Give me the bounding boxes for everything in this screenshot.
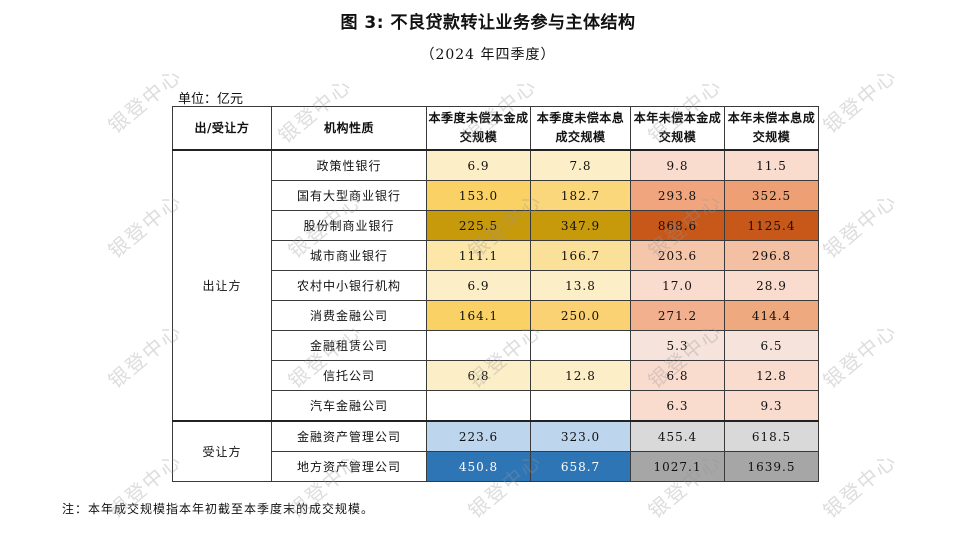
- header-year-principal: 本年未偿本金成交规模: [630, 106, 725, 151]
- institution-name-cell: 金融租赁公司: [271, 330, 427, 361]
- value-cell: 164.1: [426, 300, 531, 331]
- value-cell: 658.7: [530, 451, 631, 482]
- value-cell: 250.0: [530, 300, 631, 331]
- table-row: 股份制商业银行 225.5 347.9 868.6 1125.4: [173, 210, 819, 241]
- value-cell: 6.8: [426, 360, 531, 391]
- table-row: 地方资产管理公司 450.8 658.7 1027.1 1639.5: [173, 451, 819, 482]
- value-cell: 450.8: [426, 451, 531, 482]
- value-cell: 296.8: [724, 240, 819, 271]
- value-cell: 271.2: [630, 300, 725, 331]
- table-row: 金融租赁公司 5.3 6.5: [173, 330, 819, 361]
- value-cell: 1125.4: [724, 210, 819, 241]
- header-party: 出/受让方: [172, 106, 272, 151]
- institution-name-cell: 金融资产管理公司: [271, 420, 427, 452]
- figure-subtitle: （2024 年四季度）: [420, 47, 556, 63]
- value-cell: 1639.5: [724, 451, 819, 482]
- table-row: 国有大型商业银行 153.0 182.7 293.8 352.5: [173, 180, 819, 211]
- value-cell: 225.5: [426, 210, 531, 241]
- institution-name-cell: 农村中小银行机构: [271, 270, 427, 301]
- value-cell: [426, 390, 531, 422]
- value-cell: 28.9: [724, 270, 819, 301]
- watermark-text: 银登中心: [818, 63, 902, 139]
- figure-title: 图 3: 不良贷款转让业务参与主体结构: [340, 13, 636, 33]
- value-cell: 166.7: [530, 240, 631, 271]
- value-cell: [530, 330, 631, 361]
- value-cell: [530, 390, 631, 422]
- institution-name-cell: 城市商业银行: [271, 240, 427, 271]
- watermark-text: 银登中心: [818, 448, 902, 524]
- value-cell: 5.3: [630, 330, 725, 361]
- watermark-text: 银登中心: [818, 318, 902, 394]
- header-institution-type: 机构性质: [271, 106, 427, 151]
- value-cell: 414.4: [724, 300, 819, 331]
- value-cell: 9.3: [724, 390, 819, 422]
- institution-name-cell: 政策性银行: [271, 149, 427, 181]
- value-cell: 111.1: [426, 240, 531, 271]
- value-cell: 203.6: [630, 240, 725, 271]
- value-cell: 182.7: [530, 180, 631, 211]
- institution-name-cell: 地方资产管理公司: [271, 451, 427, 482]
- table-row: 城市商业银行 111.1 166.7 203.6 296.8: [173, 240, 819, 271]
- institution-name-cell: 汽车金融公司: [271, 390, 427, 422]
- value-cell: 9.8: [630, 149, 725, 181]
- footnote: 注：本年成交规模指本年初截至本季度末的成交规模。: [62, 502, 375, 516]
- institution-name-cell: 信托公司: [271, 360, 427, 391]
- value-cell: 6.8: [630, 360, 725, 391]
- value-cell: 223.6: [426, 420, 531, 452]
- value-cell: 868.6: [630, 210, 725, 241]
- table-row: 信托公司 6.8 12.8 6.8 12.8: [173, 360, 819, 391]
- value-cell: 6.9: [426, 149, 531, 181]
- institution-name-cell: 股份制商业银行: [271, 210, 427, 241]
- header-year-principal-interest: 本年未偿本息成交规模: [724, 106, 819, 151]
- table-row: 受让方 金融资产管理公司 223.6 323.0 455.4 618.5: [172, 420, 819, 482]
- value-cell: 455.4: [630, 420, 725, 452]
- table-row: 汽车金融公司 6.3 9.3: [173, 390, 819, 422]
- unit-label: 单位：亿元: [178, 92, 244, 107]
- value-cell: 6.5: [724, 330, 819, 361]
- institution-name-cell: 国有大型商业银行: [271, 180, 427, 211]
- table-row: 农村中小银行机构 6.9 13.8 17.0 28.9: [173, 270, 819, 301]
- value-cell: 6.3: [630, 390, 725, 422]
- institution-name-cell: 消费金融公司: [271, 300, 427, 331]
- header-quarter-principal: 本季度未偿本金成交规模: [426, 106, 531, 151]
- table-row: 出让方 政策性银行 6.9 7.8 9.8 11.5: [172, 149, 819, 422]
- watermark-text: 银登中心: [818, 188, 902, 264]
- value-cell: 17.0: [630, 270, 725, 301]
- value-cell: 347.9: [530, 210, 631, 241]
- value-cell: 293.8: [630, 180, 725, 211]
- value-cell: 7.8: [530, 149, 631, 181]
- value-cell: 352.5: [724, 180, 819, 211]
- header-quarter-principal-interest: 本季度未偿本息成交规模: [530, 106, 631, 151]
- party-cell: 出让方: [172, 149, 272, 422]
- value-cell: 618.5: [724, 420, 819, 452]
- table-header-row: 出/受让方 机构性质 本季度未偿本金成交规模 本季度未偿本息成交规模 本年未偿本…: [172, 106, 819, 151]
- value-cell: 12.8: [724, 360, 819, 391]
- value-cell: 6.9: [426, 270, 531, 301]
- value-cell: 13.8: [530, 270, 631, 301]
- value-cell: 11.5: [724, 149, 819, 181]
- structure-table: 出/受让方 机构性质 本季度未偿本金成交规模 本季度未偿本息成交规模 本年未偿本…: [172, 106, 819, 482]
- value-cell: 153.0: [426, 180, 531, 211]
- value-cell: [426, 330, 531, 361]
- value-cell: 323.0: [530, 420, 631, 452]
- value-cell: 12.8: [530, 360, 631, 391]
- party-cell: 受让方: [172, 420, 272, 482]
- value-cell: 1027.1: [630, 451, 725, 482]
